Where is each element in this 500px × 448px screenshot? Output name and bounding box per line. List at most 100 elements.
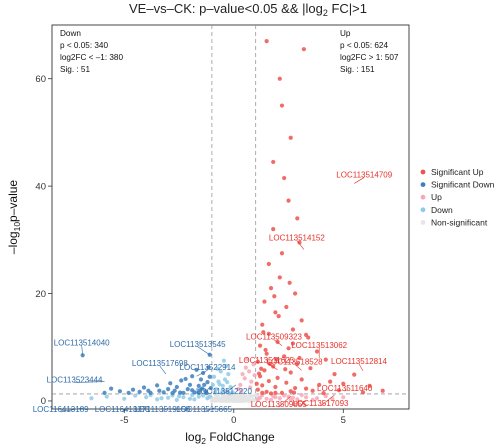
legend-label: Down <box>431 205 453 215</box>
non-significant-point <box>227 397 232 402</box>
gene-label: LOC113514709 <box>336 170 392 179</box>
down-point <box>144 395 149 400</box>
significant-up-point <box>317 382 322 387</box>
significant-down-point <box>187 382 193 387</box>
legend-label: Non-significant <box>431 217 488 227</box>
significant-down-point <box>179 378 184 383</box>
up-point <box>323 394 328 399</box>
up-point <box>314 396 320 401</box>
up-point <box>268 397 274 402</box>
significant-down-point <box>168 381 173 386</box>
label-leader-line <box>81 345 83 356</box>
label-leader-line <box>161 407 169 413</box>
up-point <box>286 394 291 399</box>
significant-up-point <box>290 341 296 346</box>
significant-up-point <box>260 322 265 327</box>
significant-up-point <box>273 390 278 395</box>
significant-up-point <box>263 347 268 353</box>
significant-up-point <box>352 372 357 377</box>
legend-swatch <box>420 207 426 213</box>
significant-down-point <box>207 374 212 379</box>
significant-down-point <box>165 387 171 392</box>
up-point <box>303 395 309 400</box>
gene-label: LOC113514152 <box>269 233 325 242</box>
label-leader-line <box>223 384 237 395</box>
significant-down-point <box>202 382 207 387</box>
up-point <box>249 379 254 384</box>
significant-up-point <box>288 389 293 394</box>
non-significant-point <box>239 393 244 397</box>
up-point <box>277 396 282 401</box>
label-leader-line <box>320 394 335 407</box>
down-point <box>159 396 164 401</box>
gene-label: LOC113523444 <box>47 376 103 385</box>
legend-label: Significant Up <box>431 167 484 177</box>
significant-up-point <box>297 355 302 361</box>
plot-panel <box>51 24 410 410</box>
up-point <box>243 365 248 370</box>
significant-up-point <box>261 330 266 335</box>
gene-label: LOC113522914 <box>180 363 236 372</box>
label-leader-line <box>354 177 365 184</box>
down-point <box>201 393 206 398</box>
significant-up-point <box>321 391 326 396</box>
significant-down-point <box>102 390 107 395</box>
significant-down-point <box>146 388 151 393</box>
up-annotation-line: log2FC > 1: 507 <box>340 53 399 62</box>
significant-up-point <box>380 388 385 393</box>
significant-up-point <box>290 327 296 332</box>
y-axis-title-sub: 10 <box>12 222 22 232</box>
significant-up-point <box>267 361 273 366</box>
significant-up-point <box>299 377 304 382</box>
significant-up-point <box>255 387 260 392</box>
gene-label: LOC113513545 <box>170 340 226 349</box>
y-axis-title: –log10p–value <box>6 180 22 255</box>
significant-up-point <box>279 251 285 256</box>
significant-up-point <box>254 381 259 386</box>
down-point <box>218 369 223 374</box>
down-point <box>122 396 127 401</box>
up-point <box>295 397 300 402</box>
non-significant-point <box>249 398 254 402</box>
gene-label: LOC113518528 <box>267 357 323 366</box>
y-axis-ticks: 0 20 40 60 <box>35 74 52 407</box>
gene-labels: LOC113514709LOC113514152LOC113509323LOC1… <box>33 170 393 413</box>
non-significant-point <box>230 395 235 400</box>
significant-up-point <box>287 280 292 285</box>
significant-up-point <box>260 383 265 388</box>
significant-up-point <box>264 39 269 44</box>
significant-up-point <box>282 175 287 181</box>
up-point <box>341 395 346 400</box>
significant-down-point <box>141 385 147 390</box>
gene-label: LOC113517093 <box>293 399 349 408</box>
significant-down-point <box>155 383 160 388</box>
label-leader-line <box>159 365 167 375</box>
gene-label: LOC113513062 <box>291 341 347 350</box>
significant-up-point <box>295 361 300 366</box>
down-point <box>176 394 182 399</box>
label-leader-line <box>273 339 283 346</box>
gene-label: LOC113511640 <box>317 384 373 393</box>
significant-up-point <box>268 391 274 396</box>
significant-up-point <box>332 371 337 377</box>
down-annotation-line: Sig. : 51 <box>60 65 90 74</box>
down-point <box>196 394 201 399</box>
non-significant-point <box>245 398 250 403</box>
down-point <box>89 396 94 401</box>
significant-up-point <box>336 388 342 393</box>
non-significant-point <box>240 398 245 403</box>
significant-up-point <box>341 381 346 386</box>
down-point <box>211 374 217 379</box>
significant-down-point <box>198 377 204 382</box>
significant-up-point <box>259 366 264 371</box>
chart-title-pre: VE–vs–CK: p–value<0.05 && |log <box>129 1 323 16</box>
significant-up-point <box>279 390 285 395</box>
down-point <box>214 387 219 392</box>
down-point <box>174 397 179 402</box>
up-point <box>240 371 245 377</box>
down-point <box>220 383 225 389</box>
gene-label: LOC113519158 <box>134 405 190 414</box>
significant-up-point <box>264 351 269 356</box>
significant-up-point <box>288 135 293 140</box>
down-point <box>104 394 109 399</box>
